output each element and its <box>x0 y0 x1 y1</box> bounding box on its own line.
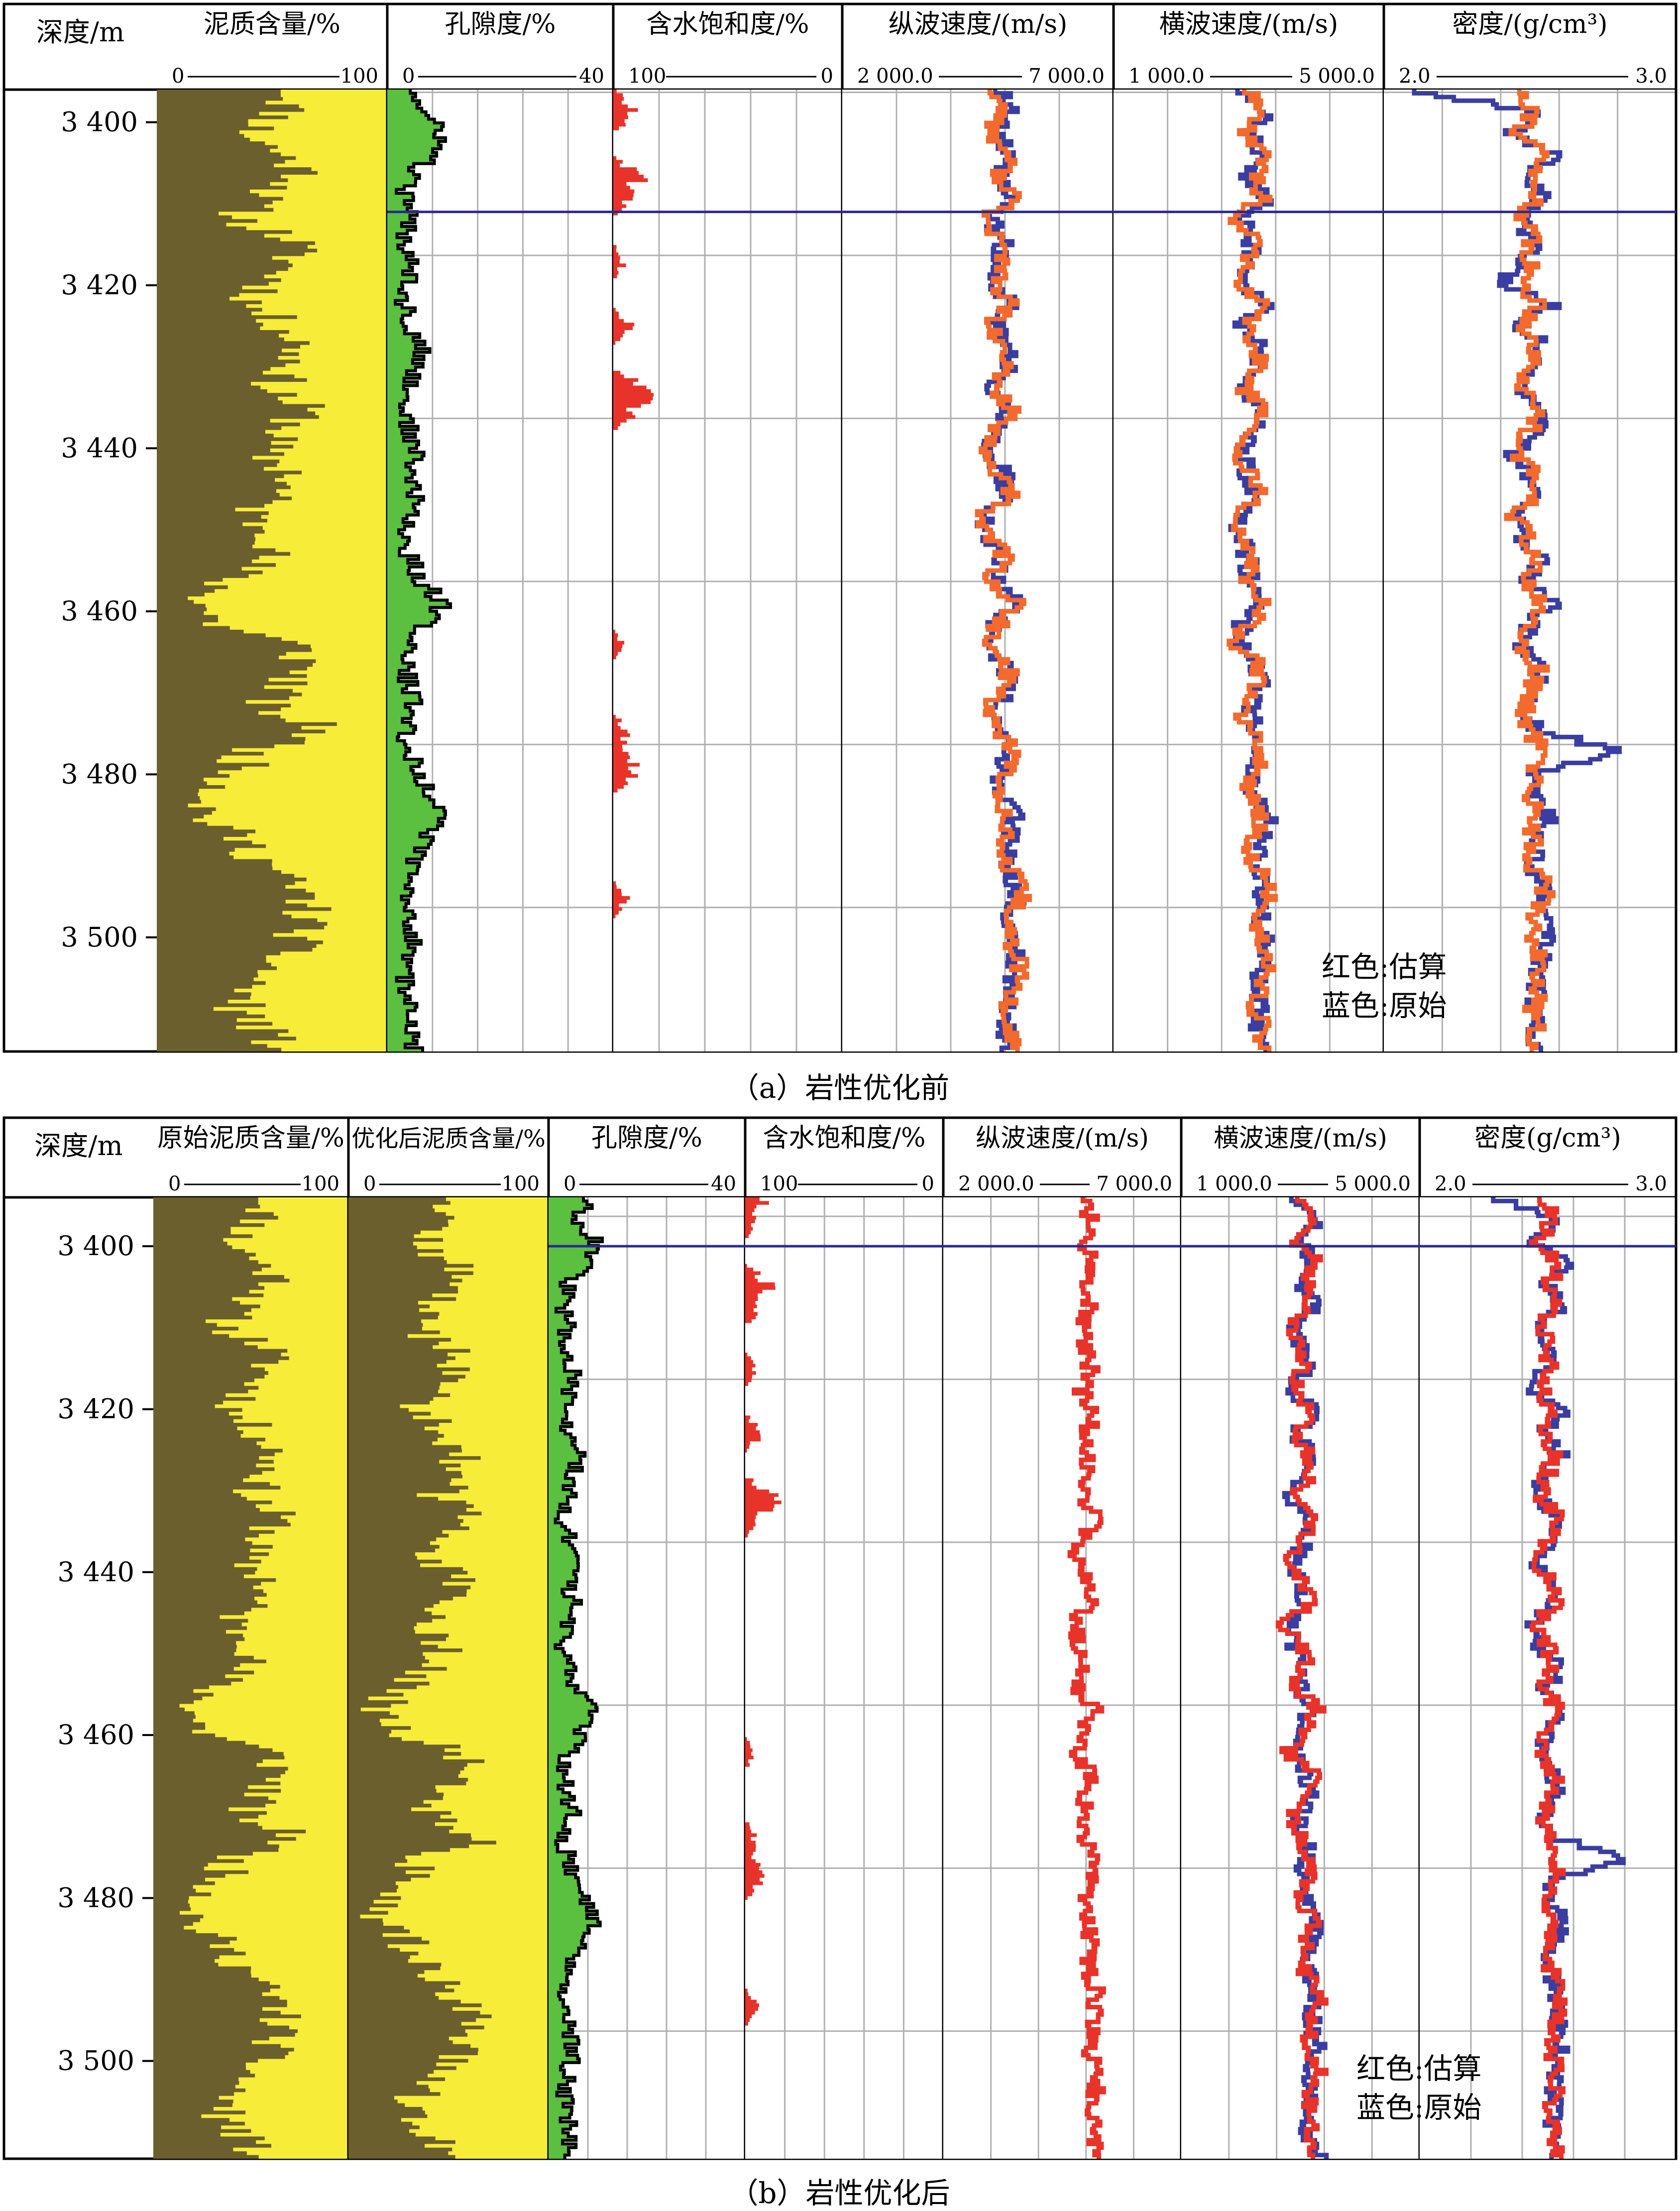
depth-tick-label: 3 440 <box>57 1556 134 1588</box>
depth-tick-label: 3 500 <box>57 2045 134 2077</box>
legend-original: 蓝色:原始 <box>1322 989 1447 1023</box>
track-water: 含水饱和度/% 100 0 <box>613 9 842 1051</box>
estimated-curve <box>1529 1197 1568 2159</box>
panel-caption: （a）岩性优化前 <box>730 1071 950 1105</box>
original-curve <box>1228 90 1279 1051</box>
scale-max-label: 40 <box>711 1172 736 1195</box>
scale-min-label: 0 <box>168 1172 181 1195</box>
panel-b: 深度/m 3 400 3 420 3 440 3 460 3 480 3 500 原始泥质含量… <box>2 1116 1678 2210</box>
track-background <box>549 1197 745 2159</box>
scale-min-label: 1 000.0 <box>1128 65 1205 88</box>
panel-a: 深度/m 3 400 3 420 3 440 3 460 3 480 3 500 泥质含量/%… <box>2 2 1678 1105</box>
scale-max-label: 0 <box>821 65 833 88</box>
track-title: 孔隙度/% <box>591 1123 702 1153</box>
scale-min-label: 2.0 <box>1399 65 1431 88</box>
scale-max-label: 0 <box>922 1172 934 1195</box>
track-title: 含水饱和度/% <box>763 1123 926 1153</box>
scale-min-label: 0 <box>363 1172 376 1195</box>
track-background <box>387 90 613 1051</box>
legend-estimated: 红色:估算 <box>1356 2052 1482 2086</box>
depth-tick-label: 3 480 <box>61 758 138 790</box>
depth-tick-label: 3 440 <box>61 432 138 464</box>
legend-original: 蓝色:原始 <box>1356 2091 1482 2124</box>
scale-max-label: 100 <box>502 1172 540 1195</box>
depth-tick-label: 3 460 <box>57 1719 134 1750</box>
track-shale_orig: 原始泥质含量/% 0 100 <box>153 1123 348 2159</box>
track-title: 密度/(g/cm³) <box>1452 9 1607 39</box>
scale-min-label: 2.0 <box>1435 1172 1466 1195</box>
scale-min-label: 0 <box>172 65 184 88</box>
track-density: 密度(g/cm³) 2.0 3.0 <box>1420 1123 1676 2159</box>
track-shale: 泥质含量/% 0 100 <box>157 9 387 1051</box>
estimated-curve <box>1504 90 1556 1051</box>
depth-tick-label: 3 400 <box>61 106 138 137</box>
track-vp: 纵波速度/(m/s) 2 000.0 7 000.0 <box>842 9 1114 1051</box>
track-title: 横波速度/(m/s) <box>1159 9 1339 39</box>
depth-tick-label: 3 480 <box>57 1882 134 1913</box>
scale-max-label: 5 000.0 <box>1299 65 1375 88</box>
scale-max-label: 3.0 <box>1635 65 1667 88</box>
water-saturation-bars <box>745 1197 782 2159</box>
estimated-curve <box>1275 1197 1329 2159</box>
track-background <box>842 90 1114 1051</box>
panel-caption: （b）岩性优化后 <box>729 2176 950 2210</box>
depth-tick-label: 3 500 <box>61 922 138 953</box>
track-water: 含水饱和度/% 100 0 <box>745 1123 943 2159</box>
depth-tick-label: 3 420 <box>61 269 138 301</box>
depth-axis-label: 深度/m <box>36 16 124 48</box>
porosity-curve <box>554 1197 604 2159</box>
track-porosity: 孔隙度/% 0 40 <box>387 9 613 1051</box>
estimated-curve <box>1227 90 1278 1051</box>
estimated-curve <box>975 90 1032 1051</box>
track-title: 纵波速度/(m/s) <box>889 9 1068 39</box>
depth-tick-label: 3 400 <box>57 1230 134 1262</box>
legend-estimated: 红色:估算 <box>1322 950 1447 984</box>
track-title: 纵波速度/(m/s) <box>976 1123 1149 1153</box>
water-saturation-bars <box>613 90 654 1051</box>
track-background <box>943 1197 1181 2159</box>
track-background <box>613 90 842 1051</box>
scale-min-label: 0 <box>402 65 415 88</box>
scale-min-label: 100 <box>628 65 666 88</box>
depth-tick-label: 3 460 <box>61 595 138 627</box>
track-background <box>1114 90 1384 1051</box>
scale-max-label: 100 <box>302 1172 339 1195</box>
estimated-curve <box>1067 1197 1106 2159</box>
track-title: 横波速度/(m/s) <box>1214 1123 1387 1153</box>
track-title: 含水饱和度/% <box>647 9 809 39</box>
scale-max-label: 7 000.0 <box>1028 65 1105 88</box>
scale-min-label: 0 <box>563 1172 576 1195</box>
depth-axis-label: 深度/m <box>34 1130 122 1162</box>
track-shale_opt: 优化后泥质含量/% 0 100 <box>348 1125 549 2159</box>
scale-min-label: 2 000.0 <box>857 65 933 88</box>
track-title: 泥质含量/% <box>204 9 340 39</box>
scale-max-label: 3.0 <box>1635 1172 1667 1195</box>
track-porosity: 孔隙度/% 0 40 <box>549 1123 745 2159</box>
scale-min-label: 2 000.0 <box>958 1172 1034 1195</box>
track-vs: 横波速度/(m/s) 1 000.0 5 000.0 <box>1181 1123 1420 2159</box>
track-title: 原始泥质含量/% <box>157 1123 344 1153</box>
shale-content-area <box>157 90 337 1051</box>
scale-max-label: 100 <box>340 65 378 88</box>
porosity-curve <box>394 90 452 1051</box>
track-vp: 纵波速度/(m/s) 2 000.0 7 000.0 <box>943 1123 1181 2159</box>
shale-content-area <box>348 1197 496 2159</box>
track-background <box>745 1197 943 2159</box>
scale-max-label: 40 <box>579 65 604 88</box>
depth-tick-label: 3 420 <box>57 1393 134 1424</box>
track-title: 密度(g/cm³) <box>1474 1123 1621 1153</box>
track-density: 密度/(g/cm³) 2.0 3.0 <box>1384 9 1676 1051</box>
scale-max-label: 5 000.0 <box>1335 1172 1411 1195</box>
scale-min-label: 1 000.0 <box>1196 1172 1272 1195</box>
track-title: 孔隙度/% <box>445 9 556 39</box>
track-vs: 横波速度/(m/s) 1 000.0 5 000.0 <box>1114 9 1384 1051</box>
track-title: 优化后泥质含量/% <box>351 1125 546 1153</box>
shale-content-area <box>153 1197 306 2159</box>
scale-max-label: 7 000.0 <box>1096 1172 1172 1195</box>
scale-min-label: 100 <box>760 1172 798 1195</box>
porosity-fill-area <box>549 1197 602 2159</box>
